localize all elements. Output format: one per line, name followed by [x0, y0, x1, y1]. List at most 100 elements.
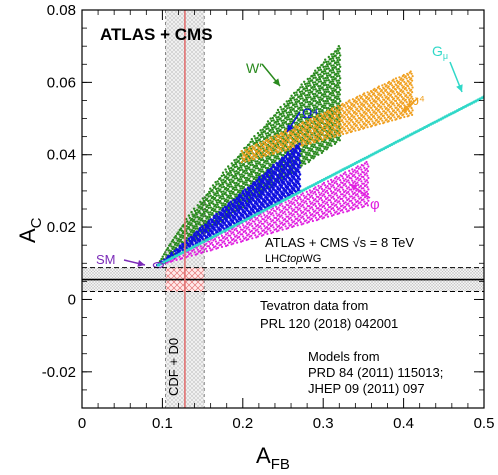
- omega4-point: [305, 143, 308, 146]
- omega4-point: [404, 75, 407, 78]
- omega4-point: [302, 134, 306, 137]
- phi-point: [272, 214, 275, 217]
- omega4-point: [266, 145, 269, 148]
- phi-point: [287, 215, 290, 218]
- wprime-point: [308, 89, 312, 92]
- wprime-point: [242, 174, 246, 177]
- wprime-point: [337, 102, 340, 105]
- omega4-point: [378, 99, 381, 102]
- omega4-point: [260, 155, 263, 158]
- phi-point: [205, 250, 208, 253]
- omega4-point: [295, 136, 298, 139]
- phi-point: [317, 202, 320, 205]
- wprime-point: [311, 92, 315, 96]
- phi-point: [318, 204, 321, 207]
- phi-point: [302, 206, 305, 209]
- omega4-point: [306, 137, 309, 140]
- phi-point: [236, 236, 239, 239]
- omega4-point: [399, 116, 402, 119]
- omega-cap4-point: [276, 186, 280, 189]
- phi-point: [207, 245, 210, 248]
- phi-point: [291, 214, 294, 217]
- omega-cap4-point: [264, 188, 267, 192]
- phi-point: [293, 215, 296, 218]
- omega4-point: [273, 135, 276, 138]
- wprime-point: [222, 190, 225, 193]
- phi-point: [281, 228, 284, 231]
- phi-point: [288, 217, 291, 220]
- omega-cap4-point: [298, 166, 301, 169]
- wprime-point: [200, 217, 204, 220]
- omega-cap4-point: [248, 187, 251, 190]
- phi-point: [291, 198, 294, 201]
- omega4-point: [257, 151, 261, 154]
- phi-point: [223, 242, 227, 245]
- wprime-point: [270, 131, 273, 134]
- omega4-point: [280, 150, 284, 153]
- wprime-point: [180, 229, 184, 232]
- phi-point: [296, 206, 299, 209]
- phi-point: [342, 199, 345, 203]
- omega-cap4-point: [211, 230, 214, 233]
- phi-point: [244, 236, 247, 239]
- omega-cap4-point: [263, 181, 266, 185]
- wprime-point: [323, 147, 326, 150]
- phi-point: [269, 213, 273, 216]
- phi-point: [309, 214, 312, 217]
- wprime-point: [178, 240, 181, 243]
- wprime-point: [322, 65, 325, 69]
- omega4-point: [294, 129, 297, 132]
- wprime-point: [230, 173, 233, 177]
- wprime-point: [335, 72, 338, 76]
- phi-point: [335, 199, 338, 202]
- phi-point: [338, 207, 341, 210]
- phi-point: [359, 173, 362, 176]
- omega4-point: [363, 103, 366, 106]
- omega4-point: [346, 124, 349, 128]
- phi-point: [344, 189, 347, 192]
- wprime-point: [317, 107, 320, 111]
- wprime-point: [215, 201, 219, 204]
- omega4-point: [373, 94, 376, 97]
- omega4-point: [319, 117, 322, 120]
- omega4-point: [368, 120, 371, 123]
- omega-cap4-point: [258, 187, 261, 190]
- omega4-point: [258, 146, 261, 149]
- omega4-point: [244, 160, 247, 163]
- wprime-point: [318, 110, 321, 113]
- models-label-line1: Models from: [308, 349, 380, 364]
- omega4-point: [314, 140, 317, 143]
- phi-point: [312, 187, 315, 190]
- wprime-point: [292, 107, 295, 111]
- omega4-point: [411, 79, 414, 82]
- wprime-point: [224, 186, 228, 190]
- wprime-point: [334, 100, 337, 103]
- omega4-point: [360, 107, 363, 110]
- wprime-point: [269, 124, 273, 127]
- wprime-point: [238, 169, 242, 172]
- omega4-point: [368, 97, 371, 100]
- omega4-point: [292, 132, 295, 135]
- phi-point: [287, 222, 290, 225]
- wprime-point: [259, 170, 263, 173]
- wprime-point: [287, 111, 291, 114]
- phi-point: [224, 233, 228, 236]
- wprime-point: [235, 193, 238, 196]
- omega4-point: [299, 124, 302, 127]
- wprime-point: [279, 128, 282, 132]
- omega4-point: [271, 150, 274, 153]
- phi-point: [284, 201, 287, 204]
- phi-point: [337, 208, 340, 211]
- omega4-point: [339, 129, 342, 132]
- phi-point: [329, 183, 332, 186]
- omega4-point: [337, 116, 340, 119]
- omega4-point: [276, 133, 279, 137]
- wprime-point: [280, 119, 283, 123]
- omega4-point: [265, 142, 268, 146]
- phi-point: [299, 202, 302, 205]
- omega4-point: [339, 124, 342, 127]
- omega4-point: [279, 136, 283, 139]
- wprime-point: [177, 238, 181, 241]
- wprime-point: [260, 131, 263, 134]
- omega4-point: [392, 97, 396, 100]
